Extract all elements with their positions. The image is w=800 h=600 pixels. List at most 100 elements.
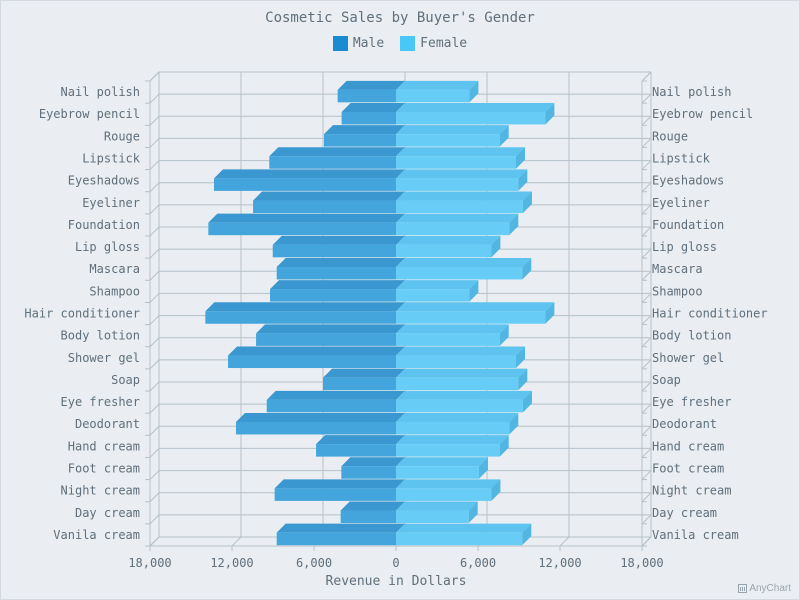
x-tick-label: 6,000 <box>460 556 496 570</box>
category-label-left: Foot cream <box>68 462 140 476</box>
bar-female[interactable] <box>396 488 492 501</box>
category-label-left: Eyeshadows <box>68 174 140 188</box>
bar-female[interactable] <box>396 134 500 147</box>
bar-row-mascara[interactable] <box>276 257 532 280</box>
bar-row-hand-cream[interactable] <box>316 435 509 457</box>
category-label-right: Vanila cream <box>652 528 739 542</box>
bar-male[interactable] <box>266 399 396 413</box>
bar-row-foundation[interactable] <box>208 213 519 236</box>
credit-text: AnyChart <box>749 583 791 594</box>
bar-female-side <box>469 280 479 302</box>
bar-female-side <box>499 324 509 346</box>
bar-row-night-cream[interactable] <box>274 479 501 501</box>
bar-female[interactable] <box>396 289 470 302</box>
bar-male[interactable] <box>276 266 396 280</box>
bar-female-side <box>545 102 555 125</box>
bar-row-lip-gloss[interactable] <box>272 235 501 258</box>
bar-row-foot-cream[interactable] <box>341 457 488 479</box>
bar-female[interactable] <box>396 111 546 125</box>
bar-male[interactable] <box>228 355 396 369</box>
bar-male[interactable] <box>269 156 396 169</box>
bar-female[interactable] <box>396 377 519 391</box>
category-label-left: Hair conditioner <box>24 307 140 321</box>
bar-female[interactable] <box>396 200 523 214</box>
bar-female-top <box>396 213 519 223</box>
bar-male[interactable] <box>337 89 396 103</box>
legend-item-female[interactable]: Female <box>400 36 467 51</box>
bar-female-top <box>396 346 525 356</box>
bar-male[interactable] <box>341 111 396 125</box>
category-label-right: Foot cream <box>652 462 724 476</box>
bar-female[interactable] <box>396 266 523 280</box>
bar-male[interactable] <box>276 532 396 546</box>
bar-male-top <box>276 257 405 267</box>
bar-male[interactable] <box>235 421 396 435</box>
bar-female-side <box>469 80 479 103</box>
bar-male[interactable] <box>256 333 396 346</box>
bar-male-top <box>235 412 405 422</box>
bar-female-side <box>509 412 519 435</box>
bar-male-top <box>323 125 405 135</box>
bar-female[interactable] <box>396 532 523 546</box>
bar-male[interactable] <box>341 466 396 479</box>
bar-male[interactable] <box>205 311 396 324</box>
bar-male[interactable] <box>316 444 396 457</box>
credit-link[interactable]: AnyChart <box>738 583 791 594</box>
bar-male[interactable] <box>340 510 396 524</box>
bar-male[interactable] <box>323 134 396 147</box>
bar-female-top <box>396 257 532 267</box>
category-label-left: Eye fresher <box>61 395 140 409</box>
bar-row-deodorant[interactable] <box>235 412 519 435</box>
category-label-left: Shower gel <box>68 351 140 365</box>
bar-female[interactable] <box>396 510 469 524</box>
bar-male[interactable] <box>274 488 396 501</box>
bar-row-eyeliner[interactable] <box>253 191 532 214</box>
bar-female[interactable] <box>396 178 519 191</box>
bar-male[interactable] <box>208 222 396 236</box>
bar-male[interactable] <box>253 200 396 214</box>
bar-male-top <box>276 523 405 533</box>
bar-male[interactable] <box>269 289 396 302</box>
bar-female[interactable] <box>396 156 516 169</box>
bar-female[interactable] <box>396 399 523 413</box>
bar-female[interactable] <box>396 355 516 369</box>
bar-male[interactable] <box>213 178 396 191</box>
bar-male[interactable] <box>323 377 396 391</box>
bar-female-top <box>396 302 555 312</box>
category-label-left: Day cream <box>75 506 140 520</box>
bar-female-top <box>396 501 478 511</box>
bar-row-shower-gel[interactable] <box>228 346 525 369</box>
bar-male-top <box>341 102 405 112</box>
bar-row-nail-polish[interactable] <box>337 80 479 103</box>
category-label-left: Hand cream <box>68 439 140 453</box>
bar-female[interactable] <box>396 444 500 457</box>
bar-female[interactable] <box>396 466 479 479</box>
bar-female[interactable] <box>396 244 492 258</box>
bar-row-day-cream[interactable] <box>340 501 478 524</box>
bar-female[interactable] <box>396 311 546 324</box>
bar-female[interactable] <box>396 333 500 346</box>
bar-male-top <box>253 191 405 201</box>
bar-row-shampoo[interactable] <box>269 280 479 302</box>
bar-row-eye-fresher[interactable] <box>266 390 532 413</box>
bar-row-rouge[interactable] <box>323 125 509 147</box>
bar-row-hair-conditioner[interactable] <box>205 302 555 324</box>
bar-female-top <box>396 102 555 112</box>
bar-female[interactable] <box>396 89 470 103</box>
bar-male-top <box>205 302 405 312</box>
bar-female-top <box>396 457 488 467</box>
bar-row-eyeshadows[interactable] <box>213 169 528 191</box>
bar-male-top <box>323 368 405 378</box>
bar-row-body-lotion[interactable] <box>256 324 509 346</box>
legend-item-male[interactable]: Male <box>332 36 384 51</box>
bar-female[interactable] <box>396 421 510 435</box>
bar-row-soap[interactable] <box>323 368 528 391</box>
legend-label-female: Female <box>420 36 468 51</box>
bar-female[interactable] <box>396 222 510 236</box>
bar-row-vanila-cream[interactable] <box>276 523 532 546</box>
bar-row-lipstick[interactable] <box>269 147 525 169</box>
bar-male[interactable] <box>272 244 396 258</box>
bar-row-eyebrow-pencil[interactable] <box>341 102 555 125</box>
x-tick-label: 18,000 <box>620 556 663 570</box>
